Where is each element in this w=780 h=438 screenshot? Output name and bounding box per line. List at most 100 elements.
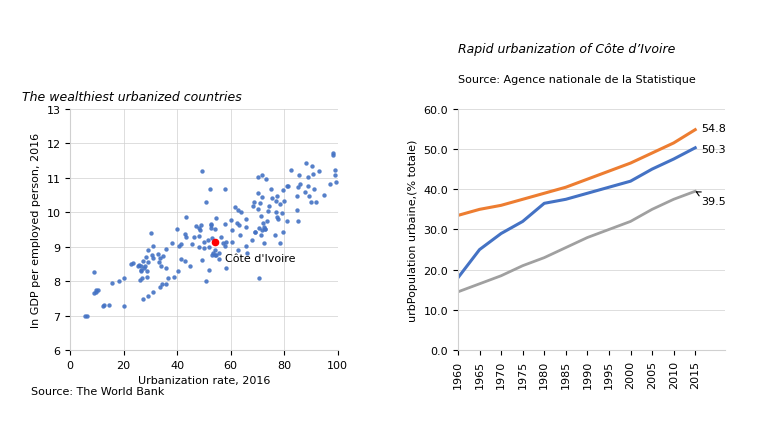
Point <box>186 241 198 248</box>
Point <box>254 213 267 220</box>
Point <box>246 237 258 244</box>
Point <box>210 215 222 222</box>
Text: 54.8: 54.8 <box>702 124 726 133</box>
Point <box>136 296 149 303</box>
Point <box>305 199 317 206</box>
Point <box>255 172 268 179</box>
Point <box>151 251 164 258</box>
Point <box>252 206 264 213</box>
Point <box>187 234 200 241</box>
Point <box>190 223 202 230</box>
Point <box>146 252 158 259</box>
Point <box>292 172 305 179</box>
Point <box>133 276 146 283</box>
Point <box>141 274 154 281</box>
Point <box>125 261 137 268</box>
Text: The wealthiest urbanized countries: The wealthiest urbanized countries <box>22 91 242 104</box>
Line: Monde: Monde <box>458 131 695 216</box>
Point <box>270 198 282 205</box>
Point <box>278 198 291 205</box>
Point <box>138 265 151 272</box>
Point <box>318 192 331 199</box>
Monde <box>561 185 570 191</box>
Point <box>134 268 147 275</box>
Afrique Sub-Saharienne <box>626 219 635 225</box>
Point <box>213 250 225 257</box>
Monde <box>583 177 592 182</box>
Cote d'Ivoire <box>669 157 679 162</box>
Cote d'Ivoire <box>626 179 635 184</box>
X-axis label: Urbanization rate, 2016: Urbanization rate, 2016 <box>138 376 270 385</box>
Cote d'Ivoire <box>690 146 700 151</box>
Monde <box>518 197 527 202</box>
Point <box>229 204 242 211</box>
Point <box>253 275 265 282</box>
Point <box>232 208 244 215</box>
Cote d'Ivoire <box>475 247 484 253</box>
Point <box>290 207 303 214</box>
Point <box>203 266 215 273</box>
Point <box>88 290 101 297</box>
Point <box>232 222 245 229</box>
Point <box>232 247 244 254</box>
Point <box>154 284 167 291</box>
Point <box>307 171 319 178</box>
Point <box>292 184 305 191</box>
Point <box>220 239 232 246</box>
Point <box>269 209 282 216</box>
Point <box>292 218 304 225</box>
Point <box>172 268 185 275</box>
Point <box>91 286 104 293</box>
Point <box>97 303 109 310</box>
Point <box>257 240 270 247</box>
Point <box>219 265 232 272</box>
Point <box>302 174 314 181</box>
Point <box>90 288 102 295</box>
Point <box>274 240 286 247</box>
Line: Cote d'Ivoire: Cote d'Ivoire <box>458 148 695 278</box>
Point <box>136 258 149 265</box>
Cote d'Ivoire <box>561 197 570 202</box>
Point <box>206 235 218 242</box>
Point <box>205 225 218 232</box>
Point <box>208 226 221 233</box>
Point <box>275 209 288 216</box>
Point <box>240 250 253 257</box>
Point <box>234 232 246 239</box>
Point <box>231 220 243 227</box>
Point <box>153 259 165 266</box>
Point <box>285 167 297 174</box>
Point <box>261 218 273 225</box>
Monde <box>690 128 700 133</box>
Point <box>246 203 259 210</box>
Point <box>205 220 218 227</box>
Point <box>147 255 159 262</box>
Point <box>282 184 295 191</box>
Point <box>300 160 313 167</box>
Point <box>200 278 212 285</box>
Point <box>258 226 271 233</box>
Cote d'Ivoire <box>604 185 614 191</box>
Point <box>157 253 169 260</box>
Point <box>198 245 211 252</box>
Afrique Sub-Saharienne <box>540 255 549 261</box>
Text: 50.3: 50.3 <box>702 145 726 155</box>
Point <box>195 222 207 229</box>
Point <box>262 208 275 215</box>
Point <box>255 231 268 238</box>
Afrique Sub-Saharienne <box>669 197 679 202</box>
Afrique Sub-Saharienne <box>647 207 657 212</box>
Monde <box>647 151 657 156</box>
Point <box>196 257 208 264</box>
Point <box>88 269 101 276</box>
Afrique Sub-Saharienne <box>496 273 505 279</box>
Point <box>239 224 252 231</box>
Point <box>118 275 130 282</box>
Point <box>200 199 212 206</box>
Point <box>263 203 275 210</box>
Monde <box>475 207 484 212</box>
Point <box>117 303 129 310</box>
Point <box>139 263 151 270</box>
Point <box>205 222 218 229</box>
Point <box>133 262 145 269</box>
